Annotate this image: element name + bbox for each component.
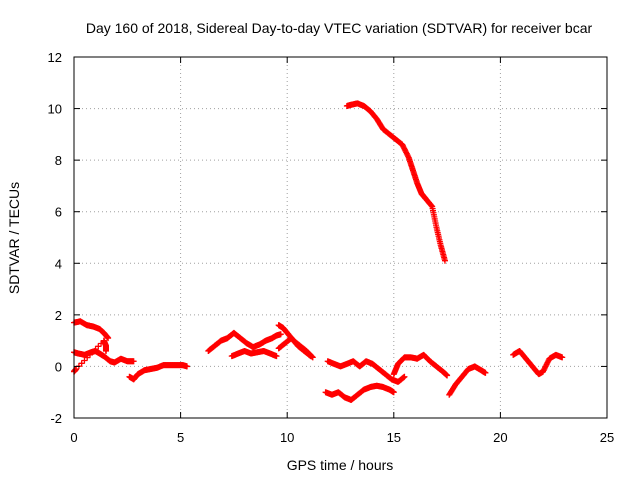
data-point — [86, 351, 93, 358]
series-morning — [126, 362, 190, 383]
x-tick-label: 25 — [600, 430, 614, 445]
y-tick-label: 8 — [55, 153, 62, 168]
y-tick-label: 2 — [55, 308, 62, 323]
x-tick-label: 20 — [493, 430, 507, 445]
y-axis-label: SDTVAR / TECUs — [6, 182, 22, 294]
data-point — [273, 353, 280, 360]
chart-title: Day 160 of 2018, Sidereal Day-to-day VTE… — [86, 20, 593, 36]
data-point — [105, 335, 112, 342]
data-point — [401, 373, 408, 380]
y-tick-label: 4 — [55, 256, 62, 271]
data-point — [102, 347, 109, 354]
series-evening-b — [510, 347, 566, 378]
series-evening-a — [446, 363, 489, 398]
series-afternoon-c — [390, 351, 451, 379]
x-axis-label: GPS time / hours — [287, 457, 394, 473]
x-tick-label: 0 — [70, 430, 77, 445]
x-tick-label: 15 — [387, 430, 401, 445]
series-afternoon-b — [322, 382, 397, 403]
series-midday-d — [275, 335, 314, 360]
data-point — [84, 354, 91, 361]
series-steep-decline — [343, 100, 448, 264]
data-point — [482, 369, 489, 376]
y-tick-label: -2 — [50, 411, 62, 426]
data-point — [277, 331, 284, 338]
data-point — [81, 357, 88, 364]
axis-ticks: 0 5 10 15 20 25 -2 0 2 4 6 8 10 12 — [48, 50, 615, 445]
data-point — [441, 257, 448, 264]
series-midday-b — [228, 347, 280, 360]
data-points — [71, 100, 566, 403]
y-tick-label: 10 — [48, 102, 62, 117]
y-tick-label: 0 — [55, 359, 62, 374]
y-tick-label: 12 — [48, 50, 62, 65]
x-tick-label: 5 — [177, 430, 184, 445]
series-upper-early — [71, 318, 112, 342]
x-tick-label: 10 — [280, 430, 294, 445]
data-point — [78, 360, 85, 367]
data-point — [307, 353, 314, 360]
series-midday-a — [205, 329, 284, 354]
data-point — [444, 372, 451, 379]
data-point — [130, 358, 137, 365]
plot-frame — [73, 56, 608, 419]
data-point — [95, 343, 102, 350]
data-point — [390, 389, 397, 396]
data-point — [89, 348, 96, 355]
series-afternoon-a — [324, 358, 408, 385]
data-point — [183, 363, 190, 370]
data-point — [559, 354, 566, 361]
y-tick-label: 6 — [55, 205, 62, 220]
data-point — [92, 346, 99, 353]
